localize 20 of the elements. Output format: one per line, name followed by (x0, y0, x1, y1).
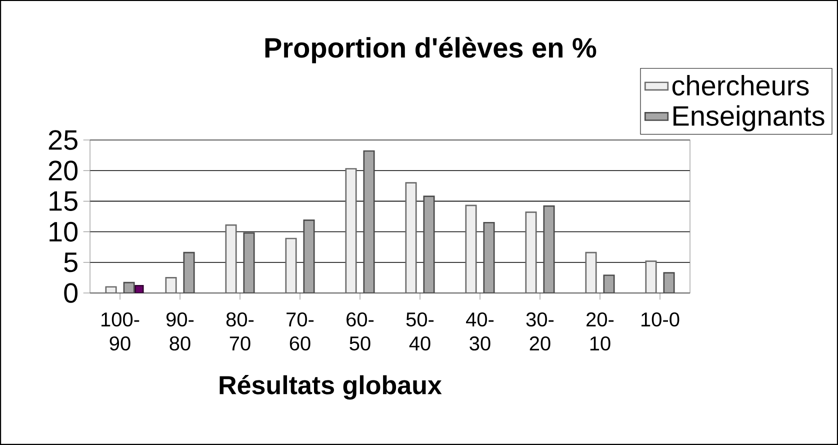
y-tick-label: 20 (48, 160, 78, 180)
x-tick-label: 70-60 (286, 312, 314, 351)
y-tick-label: 15 (50, 191, 78, 211)
x-tick-label: 10-0 (642, 312, 680, 327)
x-tick-label: 100-90 (102, 312, 140, 351)
x-tick-label: 80-70 (226, 312, 254, 351)
x-tick-label: 50-40 (406, 312, 434, 351)
y-tick-label: 25 (48, 130, 78, 150)
y-tick-label: 0 (64, 283, 78, 303)
x-tick-label: 20-10 (586, 312, 614, 351)
x-tick-label: 40-30 (466, 312, 494, 351)
legend-label: chercheurs (672, 75, 809, 96)
x-axis-title: Résultats globaux (220, 375, 442, 400)
x-tick-label: 30-20 (526, 312, 554, 351)
chart-title: Proportion d'élèves en % (265, 36, 596, 64)
y-tick-label: 10 (50, 222, 78, 242)
y-tick-label: 5 (64, 252, 78, 272)
x-tick-label: 90-80 (166, 312, 194, 351)
legend-label: Enseignants (674, 105, 824, 132)
x-tick-label: 60-50 (346, 312, 374, 351)
